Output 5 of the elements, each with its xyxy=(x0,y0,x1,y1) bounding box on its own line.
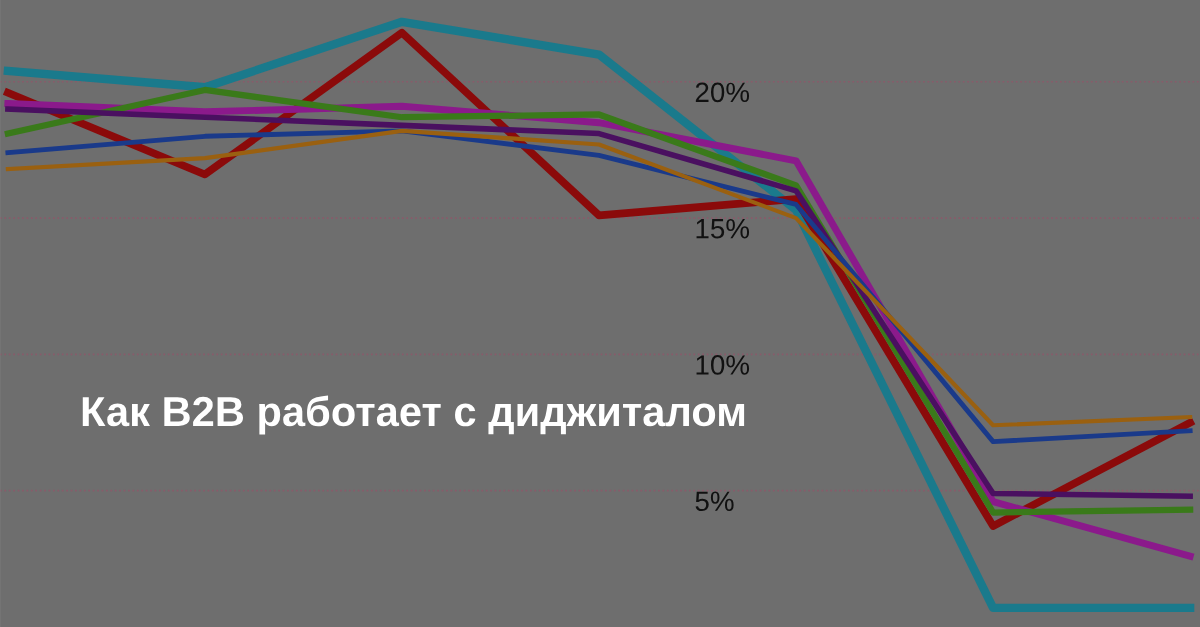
y-tick-label: 15% xyxy=(696,218,750,239)
y-tick-label: 20% xyxy=(695,82,750,103)
y-tick-label: 5% xyxy=(695,491,734,512)
text: Как B2B работает с диджиталом xyxy=(82,395,745,435)
y-tick-label: 10% xyxy=(696,355,750,375)
